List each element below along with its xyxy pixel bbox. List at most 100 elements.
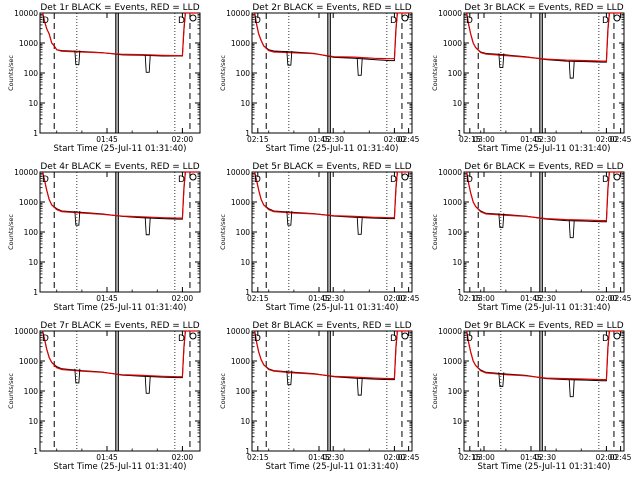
- events-dip: [356, 378, 363, 396]
- chart-panel-5: Det 5r BLACK = Events, RED = LLD 1 10 100 10…: [219, 162, 632, 313]
- chart-panel-1: Det 1r BLACK = Events, RED = LLD 1 10 100 10…: [7, 3, 495, 154]
- y-tick-label: 100: [236, 228, 251, 237]
- y-tick-label: 1000: [231, 357, 250, 366]
- start-marker-label: D: [466, 175, 473, 185]
- end-marker-circle: [613, 173, 621, 181]
- events-dip: [74, 368, 81, 384]
- events-dip: [286, 50, 293, 66]
- x-tick-label: 01:45: [308, 135, 330, 144]
- end-marker-label: D: [390, 16, 397, 26]
- y-tick-label: 10000: [14, 9, 38, 18]
- end-marker-label: D: [178, 16, 185, 26]
- x-axis-label: Start Time (25-Jul-11 01:31:40): [54, 144, 187, 154]
- chart-panel-6: Det 6r BLACK = Events, RED = LLD 1 10 100 10…: [431, 162, 625, 313]
- x-tick-label: 02:15: [459, 294, 481, 303]
- y-tick-label: 10000: [226, 9, 250, 18]
- start-marker-label: D: [42, 175, 49, 185]
- x-tick-label: 01:45: [96, 294, 118, 303]
- y-axis-label: Counts/sec: [7, 55, 15, 91]
- x-tick-label: 02:00: [384, 453, 406, 462]
- y-tick-label: 1000: [19, 198, 38, 207]
- y-tick-label: 1000: [443, 357, 462, 366]
- x-axis-label: Start Time (25-Jul-11 01:31:40): [266, 462, 399, 472]
- x-tick-label: 02:45: [610, 135, 632, 144]
- lld-series-line: [466, 330, 622, 381]
- lld-series-line: [466, 12, 622, 62]
- y-axis-label: Counts/sec: [219, 373, 227, 409]
- chart-panel-3: Det 3r BLACK = Events, RED = LLD 1 10 100 10…: [431, 3, 625, 154]
- end-marker-label: D: [390, 175, 397, 185]
- y-tick-label: 10: [452, 99, 462, 108]
- x-tick-label: 02:15: [247, 294, 269, 303]
- y-tick-label: 1000: [443, 39, 462, 48]
- x-tick-label: 02:00: [596, 294, 618, 303]
- lld-series-line: [254, 171, 410, 219]
- y-tick-label: 10000: [226, 327, 250, 336]
- x-tick-label: 02:45: [610, 453, 632, 462]
- end-marker-label: D: [602, 175, 609, 185]
- lld-series-line: [254, 330, 410, 380]
- x-tick-label: 02:15: [247, 453, 269, 462]
- x-tick-label: 02:30: [322, 294, 344, 303]
- y-tick-label: 1: [245, 447, 250, 456]
- lld-series-line: [42, 330, 198, 378]
- y-tick-label: 1: [457, 447, 462, 456]
- y-axis-label: Counts/sec: [219, 214, 227, 250]
- x-tick-label: 02:15: [459, 453, 481, 462]
- y-axis-label: Counts/sec: [431, 214, 439, 250]
- chart-panel-2: Det 2r BLACK = Events, RED = LLD11010010…: [219, 3, 632, 154]
- end-marker-label: D: [602, 16, 609, 26]
- events-dip: [498, 53, 505, 69]
- y-tick-label: 10000: [226, 168, 250, 177]
- start-marker-label: D: [254, 16, 261, 26]
- y-tick-label: 10000: [14, 168, 38, 177]
- y-tick-label: 1000: [19, 357, 38, 366]
- end-marker-circle: [189, 173, 197, 181]
- events-dip: [568, 220, 575, 239]
- x-axis-label: Start Time (25-Jul-11 01:31:40): [54, 462, 187, 472]
- chart-panel-8: Det 8r BLACK = Events, RED = LLD11010010…: [219, 321, 632, 472]
- chart-title: Det 5r BLACK = Events, RED = LLD: [252, 162, 411, 172]
- x-tick-label: 02:00: [172, 135, 194, 144]
- events-dip: [356, 217, 363, 235]
- start-marker-label: D: [254, 175, 261, 185]
- y-axis-label: Counts/sec: [7, 373, 15, 409]
- chart-title: Det 1r BLACK = Events, RED = LLD: [40, 3, 199, 13]
- y-tick-label: 1000: [231, 39, 250, 48]
- x-tick-label: 02:00: [172, 294, 194, 303]
- events-dip: [144, 55, 151, 73]
- end-marker-circle: [401, 14, 409, 22]
- y-tick-label: 1: [457, 288, 462, 297]
- y-tick-label: 1: [33, 129, 38, 138]
- y-tick-label: 1: [33, 288, 38, 297]
- lld-series-line: [466, 171, 622, 222]
- y-tick-label: 100: [236, 387, 251, 396]
- events-dip: [568, 61, 575, 79]
- y-axis-label: Counts/sec: [219, 55, 227, 91]
- events-dip: [144, 376, 151, 394]
- y-tick-label: 100: [448, 387, 463, 396]
- x-tick-label: 02:45: [610, 294, 632, 303]
- start-marker-label: D: [254, 334, 261, 344]
- end-marker-circle: [189, 14, 197, 22]
- y-tick-label: 100: [24, 387, 39, 396]
- x-tick-label: 02:30: [322, 453, 344, 462]
- end-marker-circle: [401, 173, 409, 181]
- end-marker-circle: [189, 332, 197, 340]
- events-dip: [144, 217, 151, 236]
- x-axis-label: Start Time (25-Jul-11 01:31:40): [478, 303, 611, 313]
- x-tick-label: 03:00: [473, 453, 495, 462]
- end-marker-label: D: [178, 175, 185, 185]
- y-tick-label: 10000: [438, 9, 462, 18]
- y-tick-label: 10: [28, 99, 38, 108]
- end-marker-label: D: [178, 334, 185, 344]
- y-tick-label: 10: [28, 417, 38, 426]
- y-tick-label: 100: [236, 69, 251, 78]
- y-tick-label: 10: [28, 258, 38, 267]
- x-axis-label: Start Time (25-Jul-11 01:31:40): [54, 303, 187, 313]
- x-tick-label: 01:45: [520, 294, 542, 303]
- end-marker-label: D: [602, 334, 609, 344]
- y-tick-label: 10: [240, 258, 250, 267]
